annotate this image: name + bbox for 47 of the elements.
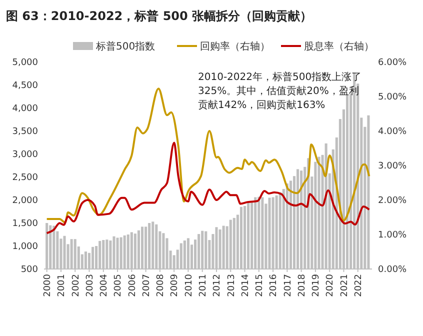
y-tick-label: 2,500 (12, 173, 38, 184)
x-tick-label: 2006 (128, 274, 138, 297)
line-series (46, 142, 370, 234)
y-tick-label: 3,500 (12, 127, 38, 138)
x-tick-label: 2002 (71, 274, 82, 297)
y-tick-label: 1,000 (12, 242, 38, 252)
y2-tick-label: 2.00% (378, 196, 408, 206)
x-tick-label: 2019 (312, 274, 322, 297)
annotation: 2010-2022年，标普500指数上涨了325%。其中，估值贡献20%，盈利贡献142%，回购贡献163% (198, 71, 362, 111)
x-tick-label: 2010 (184, 274, 194, 297)
x-tick-label: 2014 (240, 274, 251, 297)
x-tick-label: 2001 (57, 274, 68, 297)
legend-label: 股息率（右轴） (304, 40, 374, 52)
x-tick-label: 2018 (297, 274, 308, 297)
y-tick-label: 500 (20, 265, 38, 276)
y-tick-label: 4,500 (12, 81, 38, 92)
x-tick-label: 2012 (212, 274, 223, 297)
y2-tick-label: 3.00% (378, 162, 408, 172)
y-tick-label: 5,000 (12, 58, 38, 68)
y2-tick-label: 0.00% (378, 265, 408, 276)
x-tick-label: 2021 (340, 274, 350, 297)
y2-tick-label: 1.00% (378, 230, 408, 241)
x-tick-label: 2007 (142, 274, 152, 297)
x-tick-label: 2003 (85, 274, 96, 297)
y2-tick-label: 5.00% (378, 92, 408, 103)
y-tick-label: 4,000 (12, 104, 38, 114)
x-tick-label: 2016 (269, 274, 280, 297)
x-tick-label: 2005 (114, 274, 124, 297)
legend-label: 回购率（右轴） (200, 40, 270, 52)
y2-tick-label: 4.00% (378, 127, 408, 138)
x-tick-label: 2000 (42, 274, 53, 297)
y-tick-label: 1,500 (12, 219, 38, 230)
y2-tick-label: 6.00% (378, 58, 408, 68)
y-tick-label: 2,000 (12, 196, 38, 206)
x-tick-label: 2022 (354, 274, 364, 297)
y-tick-label: 3,000 (12, 150, 38, 160)
x-tick-label: 2011 (198, 274, 208, 297)
x-tick-label: 2017 (283, 274, 294, 297)
legend-label: 标普500指数 (95, 40, 156, 52)
line-series (46, 88, 370, 224)
x-tick-label: 2020 (326, 274, 336, 297)
x-tick-label: 2009 (170, 274, 180, 297)
x-tick-label: 2015 (255, 274, 266, 297)
x-tick-label: 2004 (100, 274, 110, 297)
x-tick-label: 2008 (156, 274, 166, 297)
x-tick-label: 2013 (226, 274, 237, 297)
chart-title: 图 63：2010-2022，标普 500 张幅拆分（回购贡献） (6, 9, 312, 23)
